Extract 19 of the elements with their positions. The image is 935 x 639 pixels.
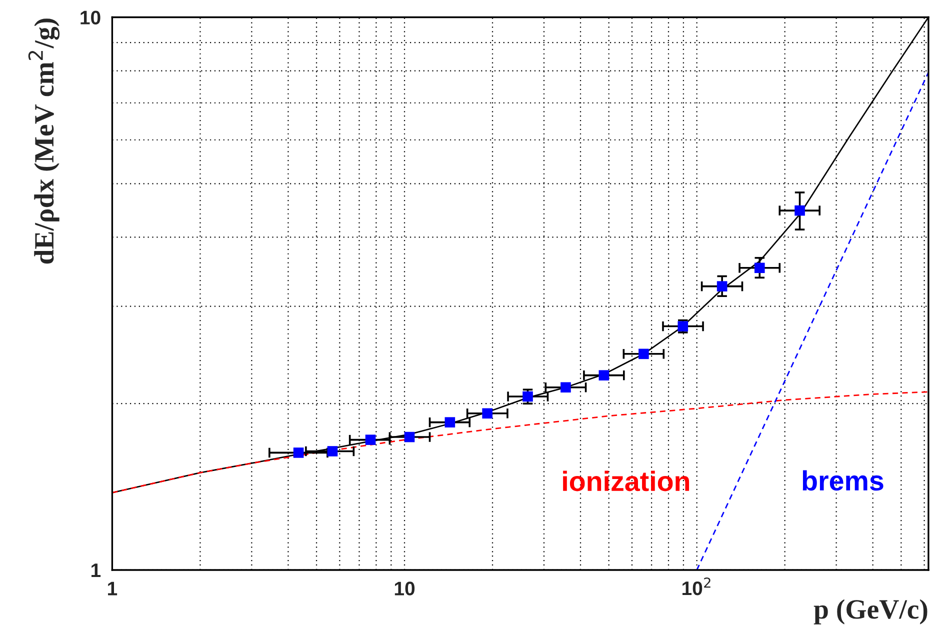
point xyxy=(404,432,415,442)
series-label: brems xyxy=(802,470,884,491)
point xyxy=(482,408,492,419)
point xyxy=(444,417,456,428)
point xyxy=(638,348,649,360)
x-tick-label: 1 xyxy=(108,582,118,596)
point xyxy=(598,370,610,380)
series-label: ionization xyxy=(563,470,690,492)
point xyxy=(327,446,338,456)
point xyxy=(794,205,805,216)
x-tick-label: 10$^{2}$ xyxy=(682,577,710,596)
point xyxy=(716,281,728,292)
point xyxy=(522,391,533,402)
x-tick-label: 10 xyxy=(394,582,415,596)
y-axis-title: dE/ρdx (MeV cm$^{2}$/g) xyxy=(28,18,60,264)
point xyxy=(560,382,571,393)
point xyxy=(754,262,765,274)
x-axis-title: p (GeV/c) xyxy=(814,599,928,624)
point xyxy=(365,434,376,445)
